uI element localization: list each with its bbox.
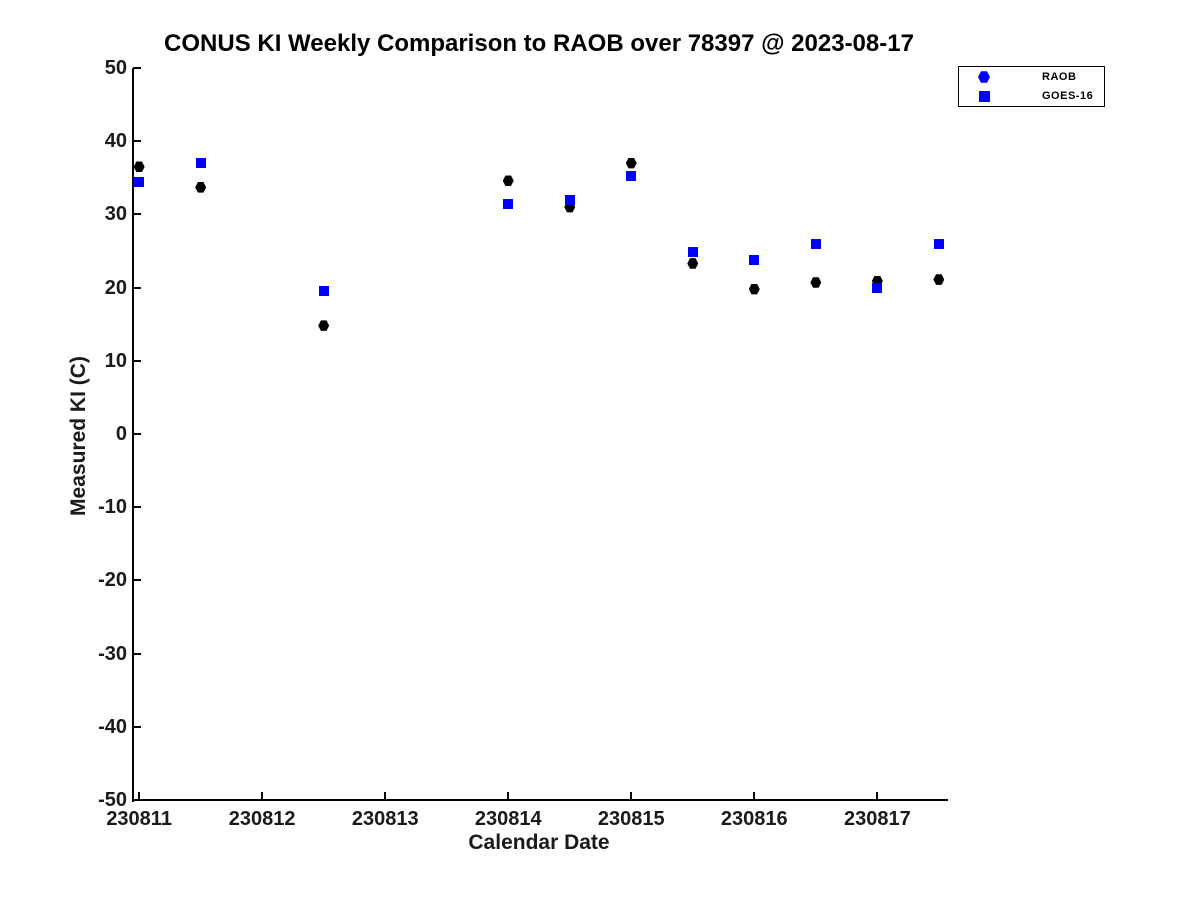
data-point-goes-16	[134, 177, 145, 188]
legend-label: GOES-16	[1042, 90, 1094, 102]
y-axis-tick	[133, 359, 141, 362]
x-tick-label: 230811	[106, 808, 172, 830]
y-tick-label: -10	[98, 496, 127, 519]
data-point-raob	[810, 277, 822, 288]
x-tick-label: 230816	[720, 808, 788, 830]
x-axis-tick	[876, 792, 879, 800]
y-axis-tick	[133, 652, 141, 655]
x-axis-tick	[630, 792, 633, 800]
legend-marker-cell	[959, 90, 1042, 102]
y-tick-label: 40	[104, 130, 127, 153]
data-point-goes-16	[626, 170, 637, 181]
legend-hexagon-icon	[978, 71, 990, 83]
y-tick-label: -40	[98, 715, 127, 738]
y-axis-tick	[133, 140, 141, 143]
y-axis-tick	[133, 579, 141, 582]
data-point-goes-16	[318, 286, 329, 297]
data-point-goes-16	[503, 199, 514, 210]
y-axis-tick	[133, 725, 141, 728]
y-tick-label: 50	[104, 57, 127, 79]
y-axis-tick	[133, 213, 141, 216]
x-tick-label: 230815	[597, 808, 665, 830]
legend-item-raob: RAOB	[959, 68, 1104, 86]
data-point-goes-16	[564, 194, 575, 205]
data-point-goes-16	[933, 238, 944, 249]
x-axis-tick	[507, 792, 510, 800]
data-point-raob	[133, 161, 145, 173]
data-point-goes-16	[195, 158, 206, 169]
x-axis-tick	[384, 792, 387, 800]
x-axis-tick	[138, 792, 141, 800]
y-axis-tick	[133, 433, 141, 435]
data-point-raob	[933, 274, 945, 285]
y-axis-tick	[133, 286, 141, 289]
data-point-goes-16	[872, 283, 883, 294]
legend-item-goes-16: GOES-16	[959, 87, 1104, 105]
y-tick-label: -20	[98, 569, 127, 592]
chart-title: CONUS KI Weekly Comparison to RAOB over …	[164, 30, 914, 57]
x-tick-label: 230812	[228, 808, 296, 830]
y-tick-label: 20	[104, 276, 127, 299]
legend-label: RAOB	[1042, 71, 1077, 83]
legend: RAOB GOES-16	[958, 66, 1105, 107]
data-point-raob	[195, 182, 207, 193]
plot-area	[132, 67, 948, 802]
data-point-raob	[748, 283, 760, 295]
legend-square-icon	[978, 90, 990, 102]
y-axis-line	[132, 68, 134, 802]
data-point-raob	[871, 275, 883, 287]
data-point-goes-16	[810, 238, 821, 249]
y-axis-tick	[133, 506, 141, 509]
data-point-raob	[564, 201, 576, 213]
data-point-raob	[318, 320, 330, 331]
x-axis-line	[132, 799, 948, 801]
y-axis-tick	[133, 799, 141, 801]
x-tick-label: 230817	[843, 808, 911, 830]
x-axis-tick	[753, 792, 756, 800]
data-point-raob	[625, 157, 637, 169]
y-tick-label: -50	[98, 789, 127, 811]
x-axis-tick	[261, 792, 264, 800]
y-tick-label: -30	[98, 642, 127, 665]
y-tick-label: 30	[104, 203, 127, 226]
x-tick-label: 230813	[351, 808, 419, 830]
data-point-goes-16	[749, 254, 760, 265]
y-tick-label: 0	[115, 423, 127, 445]
y-tick-label: 10	[104, 349, 127, 372]
x-tick-label: 230814	[474, 808, 542, 830]
y-axis-tick	[133, 67, 141, 69]
data-point-goes-16	[687, 246, 698, 257]
legend-marker-cell	[959, 71, 1042, 83]
x-axis-title: Calendar Date	[468, 831, 610, 854]
data-point-raob	[687, 258, 699, 269]
data-point-raob	[502, 175, 514, 186]
